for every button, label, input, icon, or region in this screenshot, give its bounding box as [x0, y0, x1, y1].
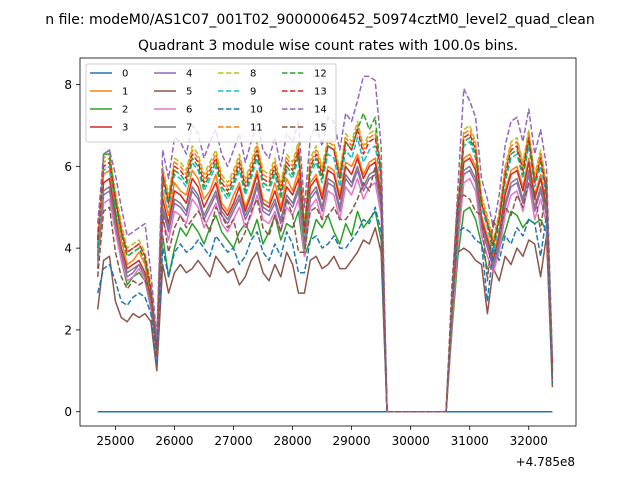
series-line-10	[96, 206, 554, 413]
chart-title: Quadrant 3 module wise count rates with …	[138, 38, 518, 54]
x-axis-ticks: 25000 26000 27000 28000 29000 30000 31000 32000	[96, 426, 548, 448]
series-layer	[96, 75, 554, 413]
x-tick-label: 26000	[155, 434, 193, 448]
legend-label-4: 4	[186, 69, 192, 80]
y-tick-label: 0	[64, 405, 72, 419]
legend-label-6: 6	[186, 105, 192, 116]
legend-label-9: 9	[250, 87, 256, 98]
plot-frame	[79, 57, 577, 427]
x-tick-label: 28000	[273, 434, 311, 448]
legend-label-8: 8	[250, 69, 256, 80]
y-tick-label: 4	[64, 242, 72, 256]
x-tick-label: 29000	[333, 434, 371, 448]
legend-label-10: 10	[250, 105, 263, 116]
x-tick-label: 31000	[451, 434, 489, 448]
legend-label-5: 5	[186, 87, 192, 98]
x-axis-offset-label: +4.785e8	[516, 455, 575, 469]
legend-label-13: 13	[314, 87, 327, 98]
series-line-15	[96, 165, 554, 413]
y-tick-label: 2	[64, 323, 72, 337]
figure-suptitle: n file: modeM0/AS1C07_001T02_9000006452_…	[45, 12, 594, 28]
series-line-7	[96, 165, 554, 413]
series-line-13	[96, 128, 554, 413]
y-tick-label: 8	[64, 78, 72, 92]
legend-label-15: 15	[314, 123, 327, 134]
series-line-14	[96, 75, 554, 413]
legend-label-1: 1	[122, 87, 128, 98]
legend-box	[85, 63, 337, 143]
legend-label-2: 2	[122, 105, 128, 116]
x-tick-label: 32000	[510, 434, 548, 448]
y-tick-label: 6	[64, 160, 72, 174]
legend-label-0: 0	[122, 69, 128, 80]
series-line-6	[96, 177, 554, 413]
legend-label-11: 11	[250, 123, 263, 134]
legend-label-12: 12	[314, 69, 327, 80]
legend-label-14: 14	[314, 105, 327, 116]
series-line-5	[96, 226, 554, 413]
legend-label-7: 7	[186, 123, 192, 134]
x-tick-label: 27000	[214, 434, 252, 448]
x-tick-label: 25000	[96, 434, 134, 448]
legend-label-3: 3	[122, 123, 128, 134]
x-tick-label: 30000	[392, 434, 430, 448]
y-axis-ticks: 0 2 4 6 8	[64, 78, 80, 419]
